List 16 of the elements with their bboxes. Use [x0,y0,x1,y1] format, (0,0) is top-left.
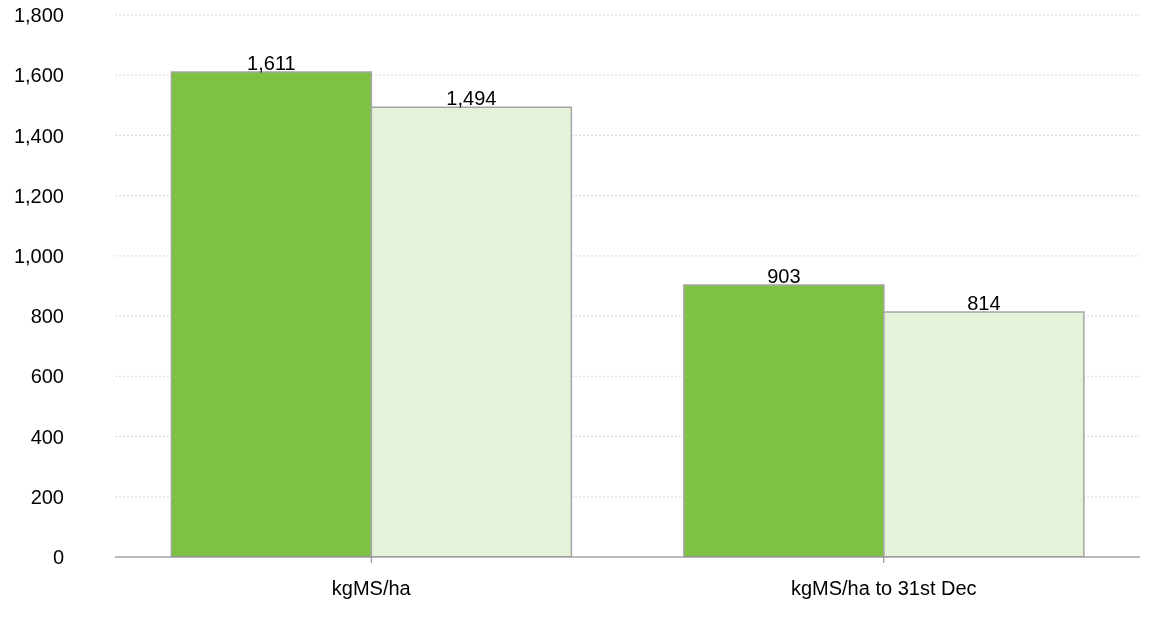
data-label: 1,611 [247,51,296,74]
data-label: 903 [767,265,801,288]
data-label: 1,494 [446,87,497,110]
x-tick-label: kgMS/ha to 31st Dec [790,577,977,600]
y-tick-label: 1,000 [13,244,64,267]
data-label: 814 [967,291,1001,314]
y-tick-label: 800 [30,305,64,328]
y-tick-label: 1,200 [13,184,64,207]
y-tick-label: 1,400 [13,124,64,147]
y-tick-label: 1,800 [13,4,64,27]
y-tick-label: 600 [30,365,64,388]
y-tick-label: 1,600 [13,64,64,87]
y-tick-label: 400 [30,425,64,448]
x-tick-label: kgMS/ha [331,577,412,600]
y-tick-label: 0 [52,546,64,569]
y-tick-label: 200 [30,485,64,508]
